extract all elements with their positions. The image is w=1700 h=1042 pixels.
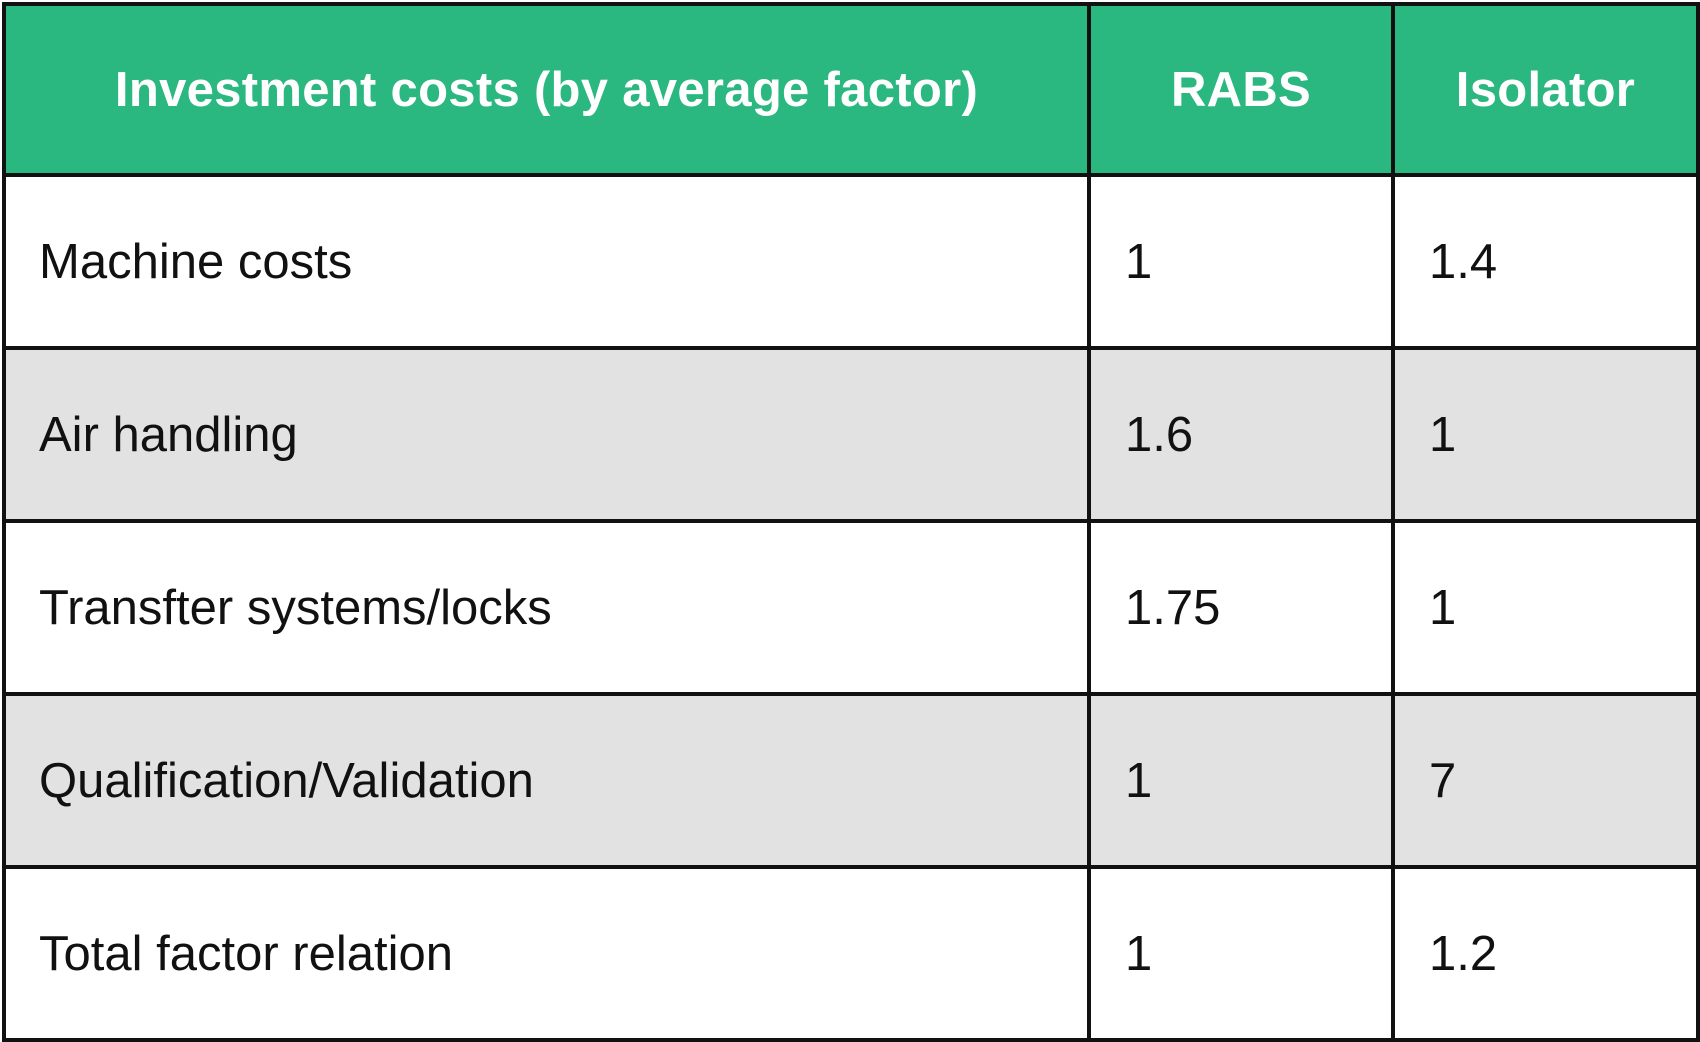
rabs-value: 1 — [1087, 692, 1395, 869]
table-row: Total factor relation 1 1.2 — [2, 865, 1700, 1042]
header-rabs: RABS — [1087, 2, 1395, 177]
table-row: Transfter systems/locks 1.75 1 — [2, 519, 1700, 696]
isolator-value: 7 — [1391, 692, 1700, 869]
rabs-value: 1 — [1087, 173, 1395, 350]
header-investment-costs: Investment costs (by average factor) — [2, 2, 1091, 177]
rabs-value: 1.6 — [1087, 346, 1395, 523]
isolator-value: 1.2 — [1391, 865, 1700, 1042]
table-row: Air handling 1.6 1 — [2, 346, 1700, 523]
table-header: Investment costs (by average factor) RAB… — [2, 2, 1700, 177]
row-label: Total factor relation — [2, 865, 1091, 1042]
isolator-value: 1 — [1391, 346, 1700, 523]
row-label: Air handling — [2, 346, 1091, 523]
rabs-value: 1.75 — [1087, 519, 1395, 696]
rabs-value: 1 — [1087, 865, 1395, 1042]
row-label: Machine costs — [2, 173, 1091, 350]
table-row: Qualification/Validation 1 7 — [2, 692, 1700, 869]
isolator-value: 1 — [1391, 519, 1700, 696]
header-row: Investment costs (by average factor) RAB… — [2, 2, 1700, 177]
table-row: Machine costs 1 1.4 — [2, 173, 1700, 350]
row-label: Qualification/Validation — [2, 692, 1091, 869]
header-isolator: Isolator — [1391, 2, 1700, 177]
row-label: Transfter systems/locks — [2, 519, 1091, 696]
table-body: Machine costs 1 1.4 Air handling 1.6 1 T… — [2, 173, 1700, 1042]
isolator-value: 1.4 — [1391, 173, 1700, 350]
